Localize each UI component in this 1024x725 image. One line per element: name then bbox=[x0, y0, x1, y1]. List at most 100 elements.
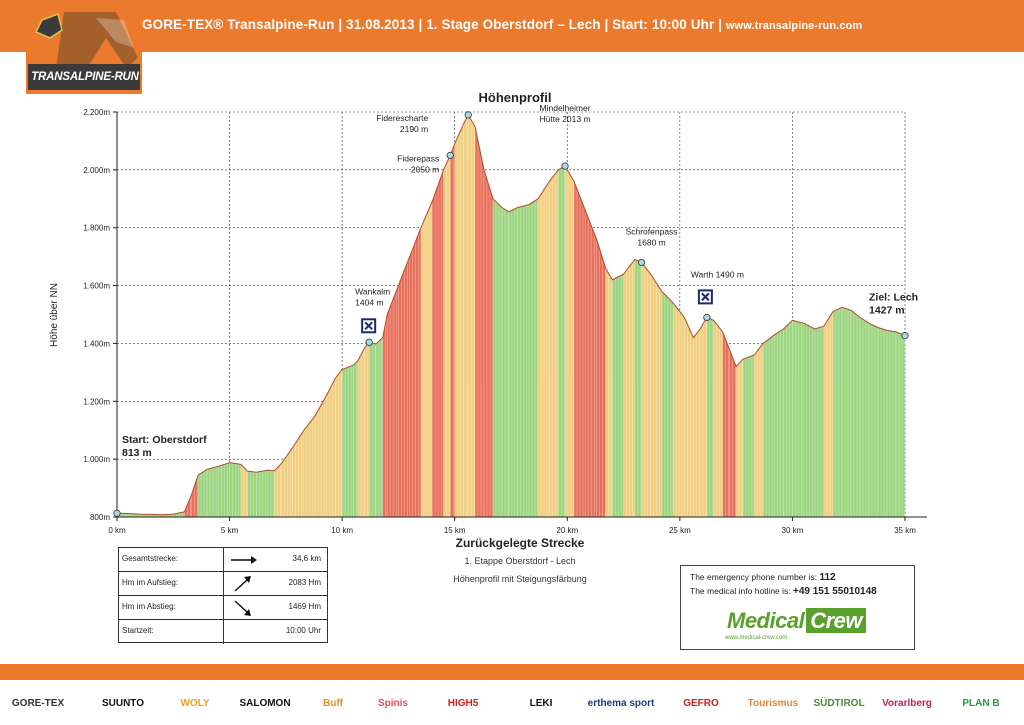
slope-segment bbox=[240, 114, 249, 517]
stat-row-ascent: Hm im Aufstieg: 2083 Hm bbox=[119, 572, 327, 596]
slope-segment bbox=[409, 114, 422, 517]
y-tick-label: 1.400m bbox=[83, 339, 110, 348]
runner-logo-icon bbox=[26, 10, 142, 94]
slope-segment bbox=[501, 114, 510, 517]
waypoint-label: Start: Oberstdorf bbox=[122, 434, 207, 446]
arrow-down-right-icon bbox=[234, 600, 251, 616]
slope-segment bbox=[173, 114, 186, 517]
x-tick-label: 25 km bbox=[669, 526, 691, 535]
chart-title: Höhenprofil bbox=[478, 90, 552, 105]
slope-segment bbox=[754, 114, 764, 517]
waypoint-marker bbox=[561, 162, 569, 170]
waypoint-label: Mindelheimer bbox=[540, 103, 591, 113]
slope-segment bbox=[191, 114, 199, 517]
profile-caption: Höhenprofil mit Steigungsfärbung bbox=[453, 574, 587, 584]
slope-segment bbox=[463, 114, 469, 517]
slope-segment bbox=[454, 114, 465, 517]
y-tick-label: 2.000m bbox=[83, 166, 110, 175]
slope-segment bbox=[432, 114, 444, 517]
slope-segment bbox=[650, 114, 663, 517]
slope-segment bbox=[549, 114, 559, 517]
slope-segment bbox=[634, 114, 643, 517]
x-tick-label: 0 km bbox=[108, 526, 126, 535]
slope-segment bbox=[574, 114, 586, 517]
slope-segment bbox=[565, 114, 575, 517]
slope-segment bbox=[492, 114, 503, 517]
x-tick-label: 5 km bbox=[221, 526, 239, 535]
waypoint-elevation-label: Hütte 2013 m bbox=[540, 114, 591, 124]
slope-segment bbox=[783, 114, 793, 517]
slope-segment bbox=[612, 114, 625, 517]
waypoint-marker bbox=[703, 313, 711, 321]
stat-value: 10:00 Uhr bbox=[285, 626, 321, 635]
chart-axes: 0 km 5 km 10 km 15 km 20 km 25 km 30 km 35 km 80… bbox=[83, 108, 927, 535]
arrow-up-right-icon bbox=[234, 576, 251, 592]
waypoint-elevation-label: 2190 m bbox=[400, 124, 428, 134]
header-title: GORE-TEX® Transalpine-Run | 31.08.2013 |… bbox=[142, 17, 863, 32]
sponsor-logo: GORE-TEX bbox=[11, 697, 65, 709]
medical-hotline: The medical info hotline is: +49 151 550… bbox=[690, 586, 877, 597]
slope-segment bbox=[508, 114, 519, 517]
hut-icon bbox=[361, 318, 377, 334]
y-tick-label: 2.200m bbox=[83, 108, 110, 117]
slope-segment bbox=[326, 114, 336, 517]
stat-row-descent: Hm im Abstieg: 1469 Hm bbox=[119, 596, 327, 620]
slope-segment bbox=[398, 114, 411, 517]
waypoint-label: Warth 1490 m bbox=[691, 269, 744, 279]
slope-segment bbox=[207, 114, 219, 517]
slope-segment bbox=[267, 114, 276, 517]
sponsor-logo: Spinis bbox=[377, 697, 408, 709]
slope-segment bbox=[450, 114, 456, 517]
waypoint-marker bbox=[446, 151, 454, 159]
slope-segment bbox=[229, 114, 242, 517]
sponsor-logo: Vorarlberg bbox=[882, 697, 932, 709]
slope-segment bbox=[558, 114, 566, 517]
slope-segment bbox=[538, 114, 550, 517]
stat-row-start-time: Startzeit: 10:00 Uhr bbox=[119, 620, 327, 644]
hut-icon bbox=[697, 289, 713, 305]
medical-crew-website[interactable]: www.medical-crew.com bbox=[725, 635, 788, 641]
hut-icon-cross bbox=[701, 292, 710, 302]
header-url[interactable]: www.transalpine-run.com bbox=[725, 20, 863, 32]
sponsor-logo: PLAN B bbox=[962, 697, 1000, 709]
slope-segment bbox=[596, 114, 607, 517]
slope-segment bbox=[529, 114, 539, 517]
slope-segment bbox=[517, 114, 530, 517]
slope-segment bbox=[218, 114, 231, 517]
slope-segment bbox=[641, 114, 652, 517]
slope-segment bbox=[247, 114, 258, 517]
arrow-right-icon bbox=[231, 556, 257, 564]
slope-segment bbox=[162, 114, 174, 517]
waypoint-label: Fiderepass bbox=[397, 153, 439, 163]
y-tick-label: 800m bbox=[90, 513, 110, 522]
waypoint-elevation-label: 1404 m bbox=[355, 297, 383, 307]
elevation-line bbox=[116, 113, 906, 516]
waypoint-label: Schrofenpass bbox=[626, 226, 678, 236]
slope-segment bbox=[823, 114, 834, 517]
slope-segment bbox=[387, 114, 399, 517]
slope-segment bbox=[468, 114, 476, 517]
waypoint-marker bbox=[901, 332, 909, 340]
sponsor-logo: Buff bbox=[323, 697, 343, 709]
waypoint-elevation-label: 1427 m bbox=[869, 305, 905, 317]
sponsor-logo: SÜDTIROL bbox=[813, 697, 865, 709]
y-axis-label: Höhe über NN bbox=[49, 283, 60, 347]
slope-segment bbox=[474, 114, 485, 517]
x-axis-label: Zurückgelegte Strecke bbox=[455, 536, 585, 550]
logo-text: TRANSALPINE-RUN bbox=[31, 71, 139, 83]
stage-name: 1. Etappe Oberstdorf - Lech bbox=[464, 556, 576, 566]
sponsor-logo: LEKI bbox=[529, 697, 553, 709]
stat-row-distance: Gesamtstrecke: 34,6 km bbox=[119, 548, 327, 572]
emergency-number: The emergency phone number is: 112 bbox=[690, 572, 836, 583]
slope-segment bbox=[832, 114, 843, 517]
waypoint-marker bbox=[637, 258, 646, 267]
sponsor-logo: SALOMON bbox=[239, 697, 291, 709]
slope-segment bbox=[684, 114, 694, 517]
slope-fill bbox=[117, 114, 905, 517]
slope-segment bbox=[841, 114, 852, 517]
waypoint-label: Ziel: Lech bbox=[869, 292, 918, 304]
slope-segment bbox=[585, 114, 598, 517]
waypoint-label: Fiderescharte bbox=[376, 113, 428, 123]
footer-bar bbox=[0, 664, 1024, 680]
